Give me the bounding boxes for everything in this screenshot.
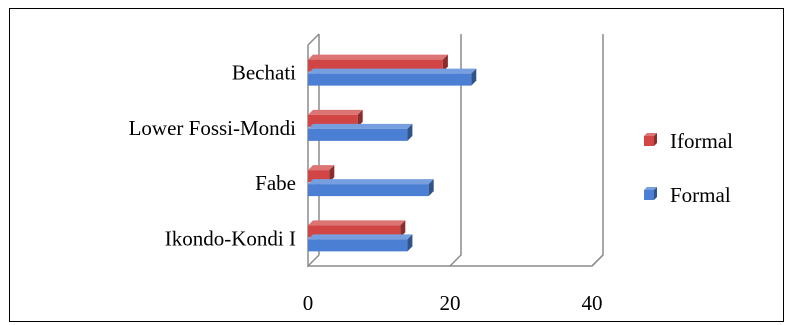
legend-item-iformal: Iformal <box>644 129 733 153</box>
x-tick-label: 0 <box>303 291 314 315</box>
x-tick-label: 20 <box>440 291 461 315</box>
gridline <box>449 34 462 267</box>
legend-item-formal: Formal <box>644 183 731 207</box>
bar-formal-2 <box>308 123 413 141</box>
category-labels: Ikondo-Kondi I Fabe Lower Fossi-Mondi Becha… <box>129 61 297 251</box>
legend-swatch <box>644 190 654 200</box>
gridlines <box>449 34 604 267</box>
category-label: Bechati <box>232 61 296 85</box>
category-label: Lower Fossi-Mondi <box>129 116 297 140</box>
x-tick-label: 40 <box>582 291 603 315</box>
bar-formal-0 <box>308 234 413 252</box>
legend: Iformal Formal <box>644 129 733 207</box>
legend-swatch <box>644 136 654 146</box>
gridline <box>591 34 604 267</box>
legend-label: Iformal <box>670 129 733 153</box>
top-depth-edge <box>307 33 320 46</box>
category-label: Ikondo-Kondi I <box>165 226 296 250</box>
legend-label: Formal <box>670 183 731 207</box>
category-label: Fabe <box>255 171 296 195</box>
bar-formal-1 <box>308 179 434 197</box>
bar-formal-3 <box>308 68 477 86</box>
bars <box>308 54 477 252</box>
x-axis-ticks: 0 20 40 <box>303 291 603 315</box>
